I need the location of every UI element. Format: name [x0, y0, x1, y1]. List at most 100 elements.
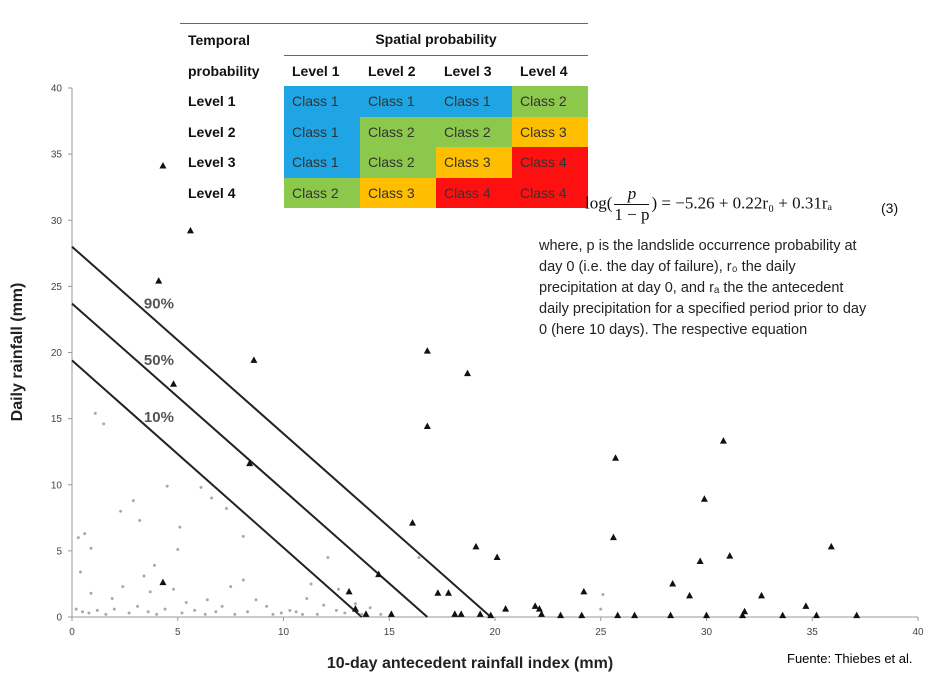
landslide-point	[409, 519, 417, 526]
y-tick-label: 40	[51, 84, 63, 95]
row-label: Level 4	[188, 184, 236, 201]
landslide-point	[779, 611, 787, 619]
non-landslide-point	[155, 612, 159, 616]
class-cell: Class 3	[360, 177, 436, 208]
non-landslide-point	[336, 587, 340, 591]
non-landslide-point	[326, 555, 330, 559]
x-tick-label: 20	[489, 627, 501, 638]
non-landslide-point	[76, 536, 80, 540]
landslide-point	[457, 610, 465, 617]
non-landslide-point	[146, 610, 150, 614]
non-landslide-point	[254, 598, 258, 602]
landslide-point	[476, 610, 484, 617]
y-axis-title: Daily rainfall (mm)	[9, 283, 26, 422]
equation-log: log(	[585, 193, 613, 213]
landslide-point	[827, 542, 835, 550]
landslide-point	[423, 422, 431, 430]
non-landslide-point	[322, 603, 326, 607]
non-landslide-point	[220, 604, 224, 608]
landslide-point	[502, 605, 510, 612]
non-landslide-point	[148, 590, 152, 594]
non-landslide-point	[229, 585, 233, 589]
non-landslide-point	[343, 611, 347, 615]
non-landslide-point	[95, 608, 99, 612]
landslide-point	[612, 454, 620, 461]
landslide-point	[159, 578, 167, 586]
x-axis-title: 10-day antecedent rainfall index (mm)	[327, 655, 613, 672]
non-landslide-point	[205, 598, 209, 602]
non-landslide-point	[81, 610, 85, 614]
paragraph-line: precipitation at day 0, and rₐ the the a…	[539, 280, 844, 296]
non-landslide-point	[271, 612, 275, 616]
landslide-point	[487, 611, 495, 619]
logistic-equation: log(p 1 − p) = −5.26 + 0.22r₀ + 0.31rₐ	[585, 184, 832, 225]
non-landslide-point	[193, 608, 197, 612]
non-landslide-point	[136, 604, 140, 608]
non-landslide-point	[224, 507, 228, 511]
row-label: Level 1	[188, 93, 236, 110]
non-landslide-point	[601, 593, 605, 597]
class-cell: Class 2	[436, 116, 512, 147]
non-landslide-point	[180, 611, 184, 615]
x-tick-label: 35	[807, 627, 819, 638]
paragraph-line: daily precipitation for a specified peri…	[539, 301, 867, 317]
class-cell: Class 1	[284, 147, 360, 178]
landslide-point	[719, 437, 727, 444]
non-landslide-point	[165, 484, 169, 488]
landslide-point	[812, 611, 820, 619]
probability-line	[71, 359, 363, 618]
non-landslide-point	[102, 422, 106, 426]
y-tick-label: 5	[56, 546, 62, 557]
non-landslide-point	[241, 578, 245, 582]
column-header: Level 3	[444, 62, 492, 79]
temporal-header-line2: probability	[188, 62, 260, 79]
y-tick-label: 0	[56, 613, 62, 624]
landslide-point	[578, 611, 586, 619]
landslide-point	[186, 226, 194, 234]
y-tick-label: 35	[51, 150, 63, 161]
landslide-point	[696, 557, 704, 564]
non-landslide-point	[379, 612, 383, 616]
landslide-point	[159, 162, 167, 169]
non-landslide-point	[104, 612, 108, 616]
landslide-point	[451, 610, 459, 617]
class-cell: Class 4	[512, 177, 588, 208]
landslide-point	[802, 602, 810, 609]
non-landslide-point	[178, 525, 182, 529]
non-landslide-point	[172, 587, 176, 591]
non-landslide-point	[233, 612, 237, 616]
x-tick-label: 25	[595, 627, 607, 638]
landslide-point	[246, 459, 254, 467]
non-landslide-point	[127, 611, 131, 615]
landslide-point	[375, 570, 383, 578]
non-landslide-point	[368, 606, 372, 610]
non-landslide-point	[417, 555, 421, 559]
non-landslide-point	[138, 518, 142, 522]
non-landslide-point	[294, 610, 298, 614]
paragraph-line: where, p is the landslide occurrence pro…	[539, 238, 857, 254]
probability-line-label: 90%	[144, 295, 174, 312]
non-landslide-point	[288, 608, 292, 612]
landslide-point	[667, 611, 675, 619]
class-cell: Class 4	[436, 177, 512, 208]
non-landslide-point	[353, 602, 357, 606]
landslide-point	[538, 610, 546, 617]
landslide-point	[434, 589, 442, 596]
non-landslide-point	[241, 534, 245, 538]
class-cell: Class 2	[284, 177, 360, 208]
non-landslide-point	[301, 612, 305, 616]
explanation-paragraph: where, p is the landslide occurrence pro…	[539, 236, 901, 341]
landslide-point	[345, 587, 353, 595]
landslide-point	[531, 602, 539, 609]
landslide-point	[757, 591, 765, 599]
probability-line-label: 10%	[144, 409, 174, 426]
risk-class-table: Temporal Spatial probability probability…	[180, 23, 588, 208]
equation-numerator: p	[614, 184, 650, 205]
equation-rhs: ) = −5.26 + 0.22r₀ + 0.31rₐ	[651, 193, 833, 213]
y-tick-label: 20	[51, 348, 63, 359]
non-landslide-point	[87, 611, 91, 615]
landslide-point	[493, 553, 501, 560]
non-landslide-point	[246, 610, 250, 614]
